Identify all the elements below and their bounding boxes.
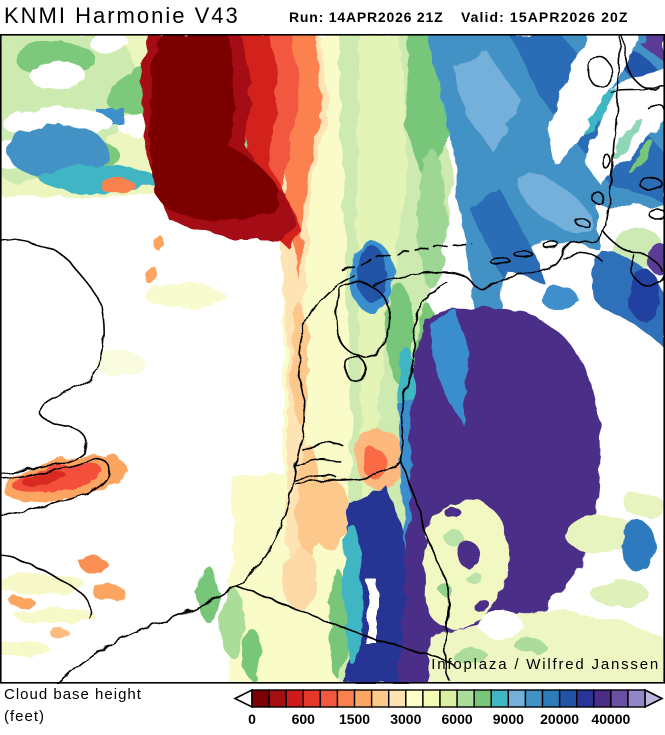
colorbar-cell — [473, 689, 492, 708]
colorbar-cell — [353, 689, 373, 708]
weather-map: Infoplaza / Wilfred Janssen — [0, 31, 665, 685]
run-label: Run: 14APR2026 21Z — [289, 9, 444, 25]
colorbar-cell — [593, 689, 612, 708]
colorbar-cell — [405, 689, 424, 708]
colorbar-cell — [558, 689, 578, 708]
page-title: KNMI Harmonie V43 — [4, 3, 240, 28]
colorbar-cell — [336, 689, 356, 708]
colorbar-cell — [370, 689, 390, 708]
colorbar-tick-label: 40000 — [591, 711, 630, 727]
colorbar-cell — [268, 689, 287, 708]
colorbar-tick-label: 600 — [292, 711, 316, 727]
colorbar-cell — [422, 689, 441, 708]
colorbar-cell — [251, 689, 270, 708]
colorbar-tick-label: 6000 — [442, 711, 473, 727]
colorbar-cell — [456, 689, 475, 708]
colorbar-left-arrow — [233, 688, 253, 709]
colorbar-cell — [439, 689, 458, 708]
colorbar-tick-label: 9000 — [493, 711, 524, 727]
colorbar-cell — [627, 689, 646, 708]
legend-title-line1: Cloud base height — [4, 686, 142, 703]
colorbar-cell — [388, 689, 407, 708]
colorbar-cell — [541, 689, 561, 708]
colorbar-tick-label: 1500 — [339, 711, 370, 727]
colorbar-cell — [285, 689, 304, 708]
colorbar-cell — [490, 689, 510, 708]
colorbar-cell — [319, 689, 339, 708]
valid-label: Valid: 15APR2026 20Z — [461, 9, 629, 25]
cloud-field-layer — [0, 32, 665, 684]
colorbar-tick-label: 20000 — [540, 711, 579, 727]
cloud-base-field-svg — [0, 31, 665, 685]
coastline-layer — [0, 31, 665, 685]
colorbar-right-arrow — [644, 688, 664, 709]
colorbar: 0 600 1500 3000 6000 9000 20000 40000 — [233, 688, 664, 727]
colorbar-cell — [507, 689, 527, 708]
map-frame — [0, 34, 665, 684]
legend-title-line2: (feet) — [4, 708, 46, 725]
colorbar-cell — [576, 689, 595, 708]
attribution-text: Infoplaza / Wilfred Janssen — [431, 656, 660, 673]
colorbar-cell — [524, 689, 544, 708]
colorbar-tick-label: 3000 — [390, 711, 421, 727]
colorbar-cell — [610, 689, 629, 708]
colorbar-cell — [302, 689, 322, 708]
colorbar-tick-label: 0 — [248, 711, 256, 727]
